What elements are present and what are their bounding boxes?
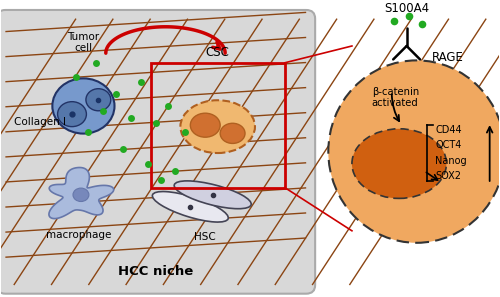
Text: OCT4: OCT4 [436, 140, 462, 150]
Text: Tumor
cell: Tumor cell [68, 31, 100, 53]
Text: Nanog: Nanog [436, 156, 467, 166]
Ellipse shape [174, 181, 251, 209]
FancyBboxPatch shape [0, 10, 315, 294]
Text: macrophage: macrophage [46, 230, 111, 240]
Ellipse shape [190, 113, 220, 137]
Ellipse shape [86, 89, 111, 111]
Ellipse shape [152, 192, 228, 222]
Bar [150, 63, 285, 188]
Ellipse shape [58, 102, 86, 127]
Ellipse shape [220, 123, 245, 143]
Text: CD44: CD44 [436, 125, 462, 135]
Ellipse shape [180, 100, 255, 153]
Text: HCC niche: HCC niche [118, 266, 193, 279]
Text: Collagen I: Collagen I [14, 117, 66, 127]
Ellipse shape [328, 60, 500, 243]
Text: HSC: HSC [194, 233, 216, 242]
Ellipse shape [52, 78, 114, 134]
Polygon shape [49, 168, 114, 219]
Text: SOX2: SOX2 [436, 171, 462, 181]
Ellipse shape [352, 129, 446, 198]
Text: RAGE: RAGE [432, 51, 464, 64]
Text: S100A4: S100A4 [384, 2, 429, 15]
Text: β-catenin
activated: β-catenin activated [372, 87, 419, 108]
Text: CSC: CSC [206, 45, 230, 59]
Ellipse shape [73, 188, 89, 202]
